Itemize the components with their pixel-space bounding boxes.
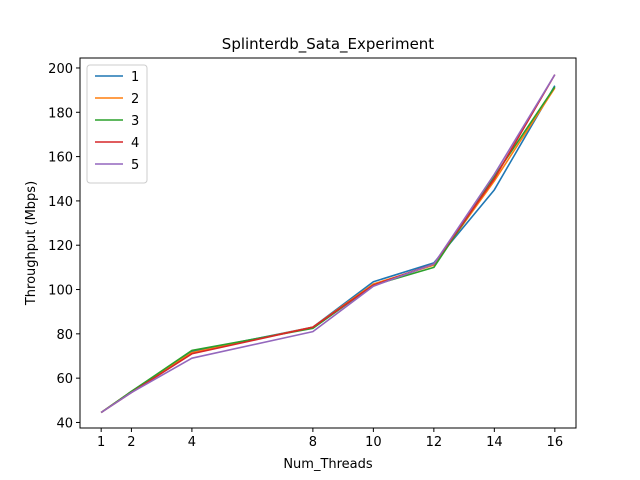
series-line-3 [100, 86, 556, 414]
y-axis-label: Throughput (Mbps) [24, 181, 39, 306]
legend-label: 1 [131, 70, 139, 85]
y-tick-label: 60 [56, 372, 73, 387]
x-axis-label: Num_Threads [283, 457, 373, 472]
series-line-4 [100, 74, 556, 414]
y-tick-label: 40 [56, 416, 73, 431]
y-axis: 40 60 80 100 120 140 160 180 200 [48, 62, 80, 431]
plot-frame [79, 57, 577, 429]
y-tick-label: 200 [48, 62, 73, 77]
y-tick-label: 140 [48, 195, 73, 210]
x-axis: 1 2 4 8 10 12 14 16 [97, 428, 563, 450]
series-line-2 [100, 87, 556, 414]
legend-box [86, 64, 148, 184]
y-tick-label: 80 [56, 328, 73, 343]
legend-label: 4 [131, 136, 139, 151]
x-tick-label: 1 [97, 435, 105, 450]
legend-label: 2 [131, 92, 139, 107]
plot-area [100, 74, 556, 414]
x-tick-label: 4 [188, 435, 196, 450]
x-tick-label: 10 [365, 435, 382, 450]
legend: 1 2 3 4 5 [86, 64, 148, 184]
legend-label: 5 [131, 158, 139, 173]
x-tick-label: 12 [426, 435, 443, 450]
y-tick-label: 120 [48, 239, 73, 254]
legend-label: 3 [131, 114, 139, 129]
x-tick-label: 2 [127, 435, 135, 450]
y-tick-label: 180 [48, 106, 73, 121]
x-tick-label: 14 [486, 435, 503, 450]
x-tick-label: 8 [309, 435, 317, 450]
x-tick-label: 16 [547, 435, 564, 450]
y-tick-label: 100 [48, 284, 73, 299]
y-tick-label: 160 [48, 151, 73, 166]
series-line-1 [100, 85, 556, 414]
series-line-5 [100, 74, 556, 414]
chart-title: Splinterdb_Sata_Experiment [222, 35, 435, 54]
